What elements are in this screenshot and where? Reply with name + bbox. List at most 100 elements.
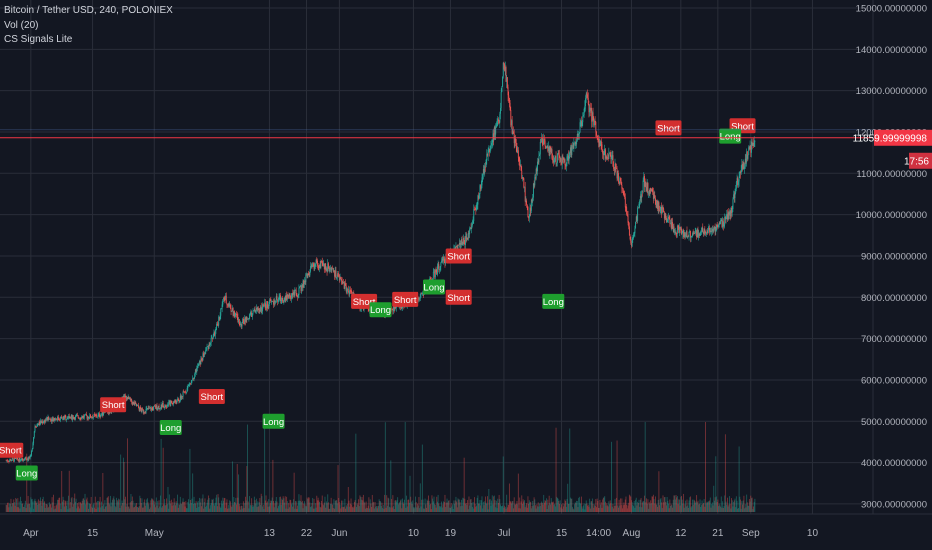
- candle-body: [98, 413, 100, 415]
- volume-bar: [288, 507, 290, 512]
- candle-body: [469, 227, 471, 229]
- candle-body: [332, 268, 334, 271]
- candle-body: [151, 408, 153, 409]
- volume-bar: [567, 483, 569, 512]
- candle-body: [73, 417, 75, 419]
- candle-body: [195, 369, 197, 373]
- volume-bar: [705, 503, 707, 512]
- candle-body: [510, 110, 512, 126]
- long-signal[interactable]: Long: [719, 128, 742, 144]
- short-signal[interactable]: Short: [0, 442, 24, 458]
- volume-bar: [379, 500, 381, 512]
- volume-bar: [689, 497, 691, 512]
- long-signal[interactable]: Long: [159, 419, 182, 435]
- volume-bar: [499, 499, 501, 512]
- long-signal[interactable]: Long: [262, 413, 285, 429]
- volume-bar: [103, 508, 105, 512]
- volume-bar: [569, 497, 571, 512]
- volume-bar: [683, 493, 685, 512]
- candle-body: [98, 413, 100, 417]
- candle-body: [55, 418, 57, 420]
- candle-body: [180, 395, 182, 399]
- short-signal[interactable]: Short: [445, 289, 472, 305]
- volume-bar: [167, 486, 169, 512]
- candle-body: [640, 196, 642, 199]
- volume-bar: [645, 502, 647, 512]
- candle-body: [737, 178, 739, 185]
- candle-body: [253, 309, 255, 311]
- candle-body: [293, 291, 295, 296]
- candle-body: [177, 398, 179, 400]
- time-tick-label: Apr: [23, 528, 39, 539]
- volume-bar: [118, 499, 120, 512]
- candle-body: [63, 415, 65, 420]
- candle-body: [484, 166, 486, 168]
- candle-body: [48, 416, 50, 420]
- candle-body: [215, 327, 217, 331]
- candle-body: [679, 226, 680, 233]
- short-signal[interactable]: Short: [100, 397, 127, 413]
- candle-body: [480, 185, 482, 189]
- candle-body: [100, 414, 102, 417]
- candle-body: [175, 400, 176, 403]
- volume-bar: [489, 499, 490, 512]
- volume-bar: [411, 504, 413, 512]
- candle-body: [325, 268, 327, 271]
- volume-bar: [441, 501, 442, 512]
- volume-bar: [314, 508, 316, 512]
- volume-bar: [726, 504, 728, 512]
- volume-bar: [164, 505, 166, 512]
- volume-bar: [360, 499, 362, 512]
- candle-body: [626, 214, 628, 216]
- volume-bar: [491, 500, 493, 512]
- volume-bar: [593, 504, 595, 512]
- candle-body: [538, 156, 540, 163]
- long-signal[interactable]: Long: [369, 302, 392, 318]
- volume-bar: [472, 501, 474, 512]
- candle-body: [125, 395, 126, 398]
- short-signal[interactable]: Short: [655, 120, 682, 136]
- candle-body: [158, 405, 160, 410]
- volume-bar: [270, 500, 272, 512]
- volume-bar: [574, 504, 576, 512]
- candle-body: [548, 147, 549, 151]
- volume-bar: [313, 498, 315, 512]
- long-signal[interactable]: Long: [423, 279, 445, 295]
- candle-body: [477, 195, 479, 205]
- candle-body: [188, 383, 190, 385]
- signals-indicator-label[interactable]: CS Signals Lite: [4, 34, 73, 45]
- time-axis[interactable]: Apr 15 May 13 22 Jun 10 19 Jul 15 14:00 Aug 12 21 Sep 1…: [23, 528, 818, 539]
- volume-bar: [381, 502, 383, 512]
- candle-body: [168, 400, 170, 403]
- long-signal[interactable]: Long: [542, 293, 565, 309]
- volume-bar: [156, 505, 158, 512]
- candle-body: [392, 309, 394, 312]
- candle-body: [627, 215, 629, 223]
- candle-body: [9, 459, 11, 461]
- short-signal[interactable]: Short: [445, 248, 472, 264]
- volume-bar: [362, 500, 364, 512]
- candle-body: [750, 145, 752, 153]
- volume-bar: [556, 497, 558, 512]
- symbol-title[interactable]: Bitcoin / Tether USD, 240, POLONIEX: [4, 5, 173, 16]
- short-signal[interactable]: Short: [392, 291, 419, 307]
- volume-bar: [726, 497, 728, 512]
- candle-body: [157, 408, 159, 410]
- short-signal[interactable]: Short: [198, 388, 225, 404]
- candle-body: [306, 273, 308, 278]
- volume-bar: [737, 508, 739, 512]
- volume-bar: [194, 503, 196, 512]
- long-signal[interactable]: Long: [15, 465, 38, 481]
- candle-body: [280, 300, 282, 302]
- candle-body: [559, 158, 561, 159]
- volume-bar: [177, 507, 179, 512]
- candle-body: [748, 147, 750, 150]
- candle-body: [672, 226, 674, 230]
- volume-indicator-label[interactable]: Vol (20): [4, 19, 39, 31]
- volume-bar: [325, 501, 327, 512]
- grid-lines: [0, 0, 873, 514]
- candle-body: [74, 417, 76, 420]
- volume-bar: [269, 503, 271, 512]
- candle-body: [633, 233, 635, 235]
